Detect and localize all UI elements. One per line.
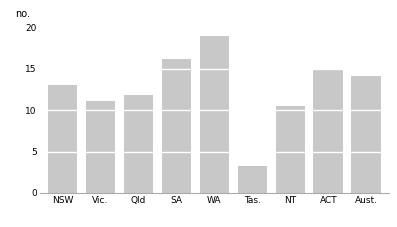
Bar — [237, 166, 267, 193]
Bar — [351, 76, 381, 193]
Bar — [276, 106, 305, 193]
Bar — [314, 70, 343, 193]
Bar — [86, 101, 115, 193]
Bar — [200, 35, 229, 193]
Bar — [48, 85, 77, 193]
Bar — [162, 59, 191, 193]
Bar — [123, 95, 153, 193]
Text: no.: no. — [15, 9, 30, 19]
